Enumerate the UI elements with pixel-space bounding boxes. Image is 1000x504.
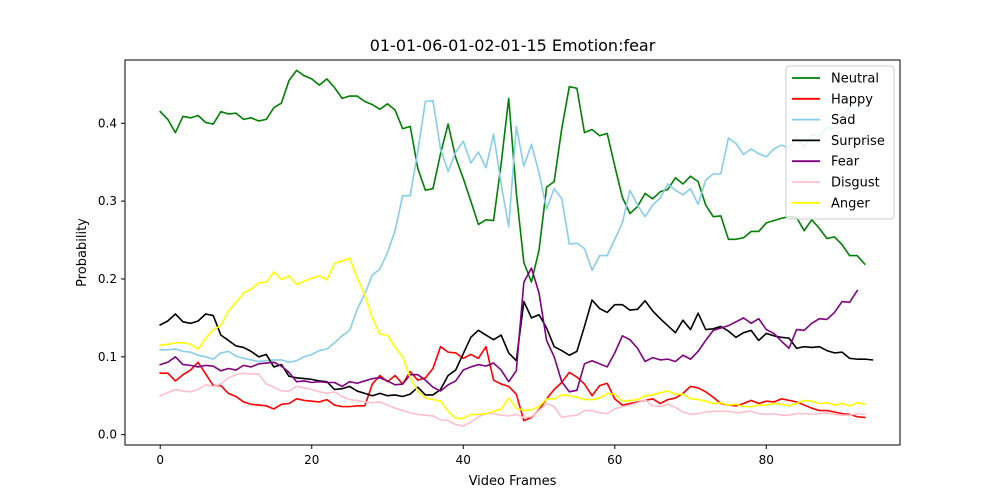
series-layer	[159, 69, 874, 427]
x-tick-label: 80	[759, 453, 774, 467]
series-line-neutral	[159, 69, 866, 283]
legend-label-neutral: Neutral	[831, 72, 879, 87]
series-line-fear	[159, 267, 859, 393]
legend-items: Neutral Happy Sad Surprise Fear Disgust Anger	[792, 72, 885, 211]
y-ticks: 0.0 0.1 0.2 0.3 0.4	[98, 116, 125, 442]
legend-frame	[785, 65, 895, 220]
series-line-sad	[159, 99, 851, 364]
x-tick-label: 20	[304, 453, 319, 467]
legend-label-sad: Sad	[831, 113, 855, 128]
axes-frame	[124, 59, 901, 446]
series-line-happy	[159, 345, 866, 422]
series-line-disgust	[159, 372, 866, 427]
legend-label-fear: Fear	[831, 155, 860, 170]
x-ticks: 0 20 40 60 80	[156, 445, 774, 467]
legend-label-anger: Anger	[831, 196, 870, 211]
series-line-anger	[159, 257, 866, 420]
legend-label-happy: Happy	[831, 92, 873, 107]
axes-background	[125, 60, 900, 445]
y-tick-label: 0.3	[98, 194, 117, 208]
legend-label-surprise: Surprise	[831, 134, 885, 149]
legend-label-disgust: Disgust	[831, 176, 880, 191]
x-axis-label: Video Frames	[469, 474, 557, 489]
y-tick-label: 0.1	[98, 350, 117, 364]
y-tick-label: 0.0	[98, 428, 117, 442]
x-tick-label: 40	[456, 453, 471, 467]
x-tick-label: 0	[156, 453, 164, 467]
x-tick-label: 60	[607, 453, 622, 467]
legend: Neutral Happy Sad Surprise Fear Disgust Anger	[785, 65, 895, 220]
chart-title: 01-01-06-01-02-01-15 Emotion:fear	[370, 36, 656, 55]
plot-area: 0 20 40 60 80 0.0 0.1 0.2 0.3 0.4	[98, 59, 901, 467]
y-tick-label: 0.4	[98, 116, 117, 130]
y-axis-label: Probability	[75, 218, 90, 287]
y-tick-label: 0.2	[98, 272, 117, 286]
